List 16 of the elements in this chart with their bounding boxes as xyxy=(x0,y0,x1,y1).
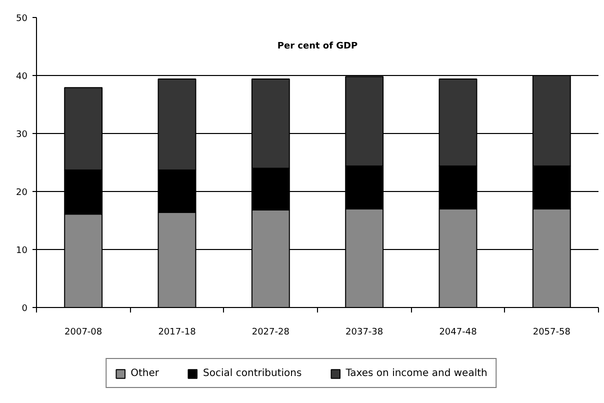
y-tick-label: 20 xyxy=(16,188,28,198)
y-tick-label: 50 xyxy=(16,14,28,24)
x-tick-label: 2027-28 xyxy=(252,328,290,338)
x-tick-label: 2047-48 xyxy=(439,328,478,338)
y-tick-label: 10 xyxy=(16,246,28,256)
legend-label: Social contributions xyxy=(203,367,302,379)
x-tick-label: 2057-58 xyxy=(532,328,571,338)
x-tick-label: 2037-38 xyxy=(346,328,384,338)
legend-label: Taxes on income and wealth xyxy=(346,367,488,379)
text: Per cent of GDP xyxy=(277,42,358,52)
y-tick-label: 0 xyxy=(22,304,28,314)
x-tick-label: 2017-18 xyxy=(158,328,196,338)
legend-label: Other xyxy=(130,367,160,379)
y-tick-label: 40 xyxy=(16,72,28,82)
x-tick-label: 2007-08 xyxy=(64,328,102,338)
y-tick-label: 30 xyxy=(16,130,28,140)
